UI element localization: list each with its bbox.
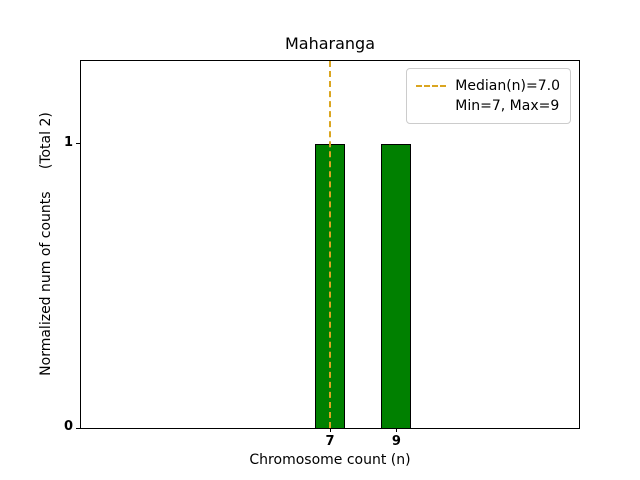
bar-9 <box>381 143 412 428</box>
legend-label-median: Median(n)=7.0 <box>455 78 560 94</box>
y-tick-label-1: 1 <box>63 134 73 150</box>
legend: Median(n)=7.0 Min=7, Max=9 <box>406 68 571 124</box>
y-tick-0 <box>76 427 80 429</box>
x-axis-label: Chromosome count (n) <box>249 452 411 468</box>
legend-entry-minmax: Min=7, Max=9 <box>416 96 560 116</box>
x-tick-7 <box>329 428 331 432</box>
x-tick-9 <box>395 428 397 432</box>
legend-label-minmax: Min=7, Max=9 <box>455 98 560 114</box>
plot-area: Median(n)=7.0 Min=7, Max=9 7 9 0 1 <box>64 60 580 449</box>
y-tick-label-0: 0 <box>63 419 73 434</box>
y-tick-1 <box>76 143 80 144</box>
x-tick-label-7: 7 <box>325 434 335 449</box>
median-dashed-line-icon <box>416 85 447 87</box>
legend-entry-median: Median(n)=7.0 <box>416 76 560 96</box>
y-axis-label: Normalized num of counts (Total 2) <box>38 112 54 376</box>
chart-title: Maharanga <box>284 34 376 53</box>
median-line <box>329 61 331 428</box>
x-tick-label-9: 9 <box>391 434 401 449</box>
